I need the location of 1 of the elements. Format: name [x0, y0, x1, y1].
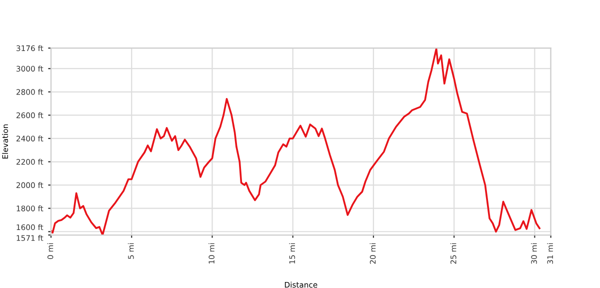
- line-series: [51, 48, 540, 236]
